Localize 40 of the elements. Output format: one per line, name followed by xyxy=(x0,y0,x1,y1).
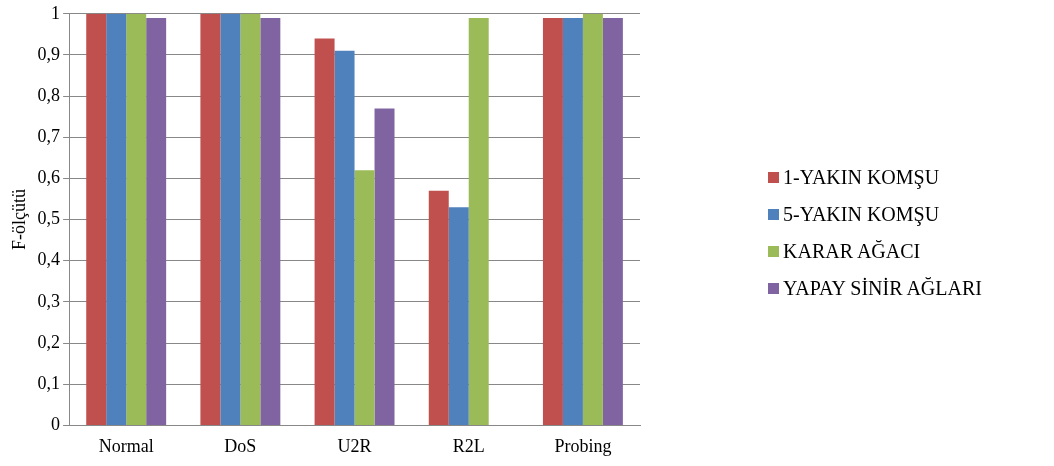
y-axis-title: F-ölçütü xyxy=(8,189,29,251)
bar xyxy=(334,50,355,425)
legend-label: 5-YAKIN KOMŞU xyxy=(783,203,940,226)
legend-label: 1-YAKIN KOMŞU xyxy=(783,166,940,189)
y-tick-label: 0,9 xyxy=(37,43,61,64)
x-tick-label: Probing xyxy=(554,435,612,456)
x-tick-label: R2L xyxy=(452,435,485,456)
bar xyxy=(260,17,281,425)
bar xyxy=(374,108,395,425)
bar xyxy=(240,13,261,425)
y-tick-label: 0,5 xyxy=(37,208,61,229)
bar xyxy=(146,17,167,425)
bar xyxy=(200,13,221,425)
bar xyxy=(354,170,375,425)
y-tick-label: 0,3 xyxy=(37,290,61,311)
y-tick-label: 0,1 xyxy=(37,372,61,393)
bar xyxy=(468,17,489,425)
x-tick-label: U2R xyxy=(337,435,372,456)
y-tick-label: 0,7 xyxy=(37,126,61,147)
y-tick-label: 1 xyxy=(51,2,61,23)
bar xyxy=(86,13,107,425)
bar xyxy=(220,13,241,425)
x-tick-label: Normal xyxy=(98,435,154,456)
y-tick-label: 0,4 xyxy=(37,249,61,270)
y-tick-label: 0 xyxy=(51,414,61,435)
y-tick-label: 0,8 xyxy=(37,84,61,105)
bar xyxy=(126,13,147,425)
bar xyxy=(448,207,469,425)
bar xyxy=(106,13,127,425)
x-tick-label: DoS xyxy=(224,435,257,456)
y-tick-label: 0,6 xyxy=(37,167,61,188)
bar xyxy=(582,13,603,425)
y-tick-label: 0,2 xyxy=(37,331,61,352)
bar xyxy=(542,17,563,425)
bar xyxy=(428,190,449,425)
legend-label: KARAR AĞACI xyxy=(783,240,921,263)
bar xyxy=(602,17,623,425)
legend-label: YAPAY SİNİR AĞLARI xyxy=(783,277,982,300)
bar xyxy=(562,17,583,425)
bar xyxy=(314,38,335,425)
